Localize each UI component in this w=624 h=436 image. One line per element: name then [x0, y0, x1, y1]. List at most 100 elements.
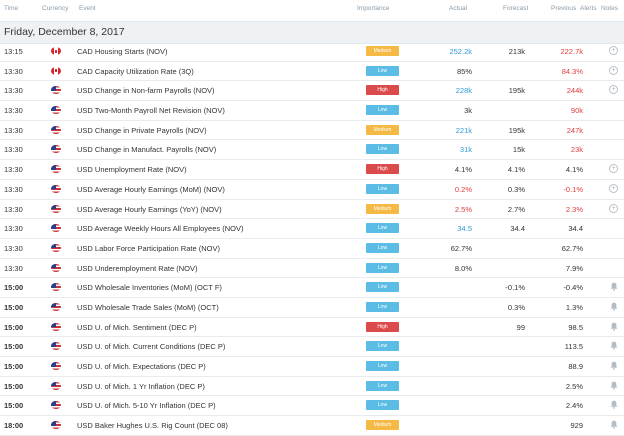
event-time: 15:00	[4, 401, 24, 411]
importance-badge: Low	[366, 341, 399, 352]
event-name[interactable]: USD Average Hourly Earnings (MoM) (NOV)	[77, 184, 225, 194]
header-time[interactable]: Time	[4, 5, 19, 12]
event-time: 13:30	[4, 125, 23, 135]
event-name[interactable]: USD Unemployment Rate (NOV)	[77, 165, 187, 175]
plus-circle-icon[interactable]: +	[609, 183, 618, 193]
table-row[interactable]: 13:30 USD Average Weekly Hours All Employ…	[0, 219, 624, 239]
table-row[interactable]: 13:30 USD Change in Non-farm Payrolls (NO…	[0, 81, 624, 102]
us-flag-icon	[51, 145, 61, 154]
event-name[interactable]: USD U. of Mich. Sentiment (DEC P)	[77, 322, 197, 332]
actual-value: 252.2k	[449, 47, 472, 56]
table-row[interactable]: 13:30 USD Average Hourly Earnings (MoM) (…	[0, 180, 624, 200]
actual-value: 4.1%	[454, 165, 472, 175]
header-alerts[interactable]: Alerts	[580, 5, 597, 12]
importance-badge: Medium	[366, 420, 399, 431]
actual-value: 34.5	[457, 224, 472, 234]
importance-badge: Low	[366, 301, 399, 312]
previous-value: 929	[570, 421, 583, 431]
bell-icon[interactable]	[609, 361, 618, 370]
forecast-value: 2.7%	[507, 204, 525, 214]
plus-circle-icon[interactable]: +	[609, 164, 618, 174]
event-name[interactable]: USD Wholesale Inventories (MoM) (OCT F)	[77, 283, 222, 293]
event-name[interactable]: USD Average Weekly Hours All Employees (…	[77, 224, 244, 234]
table-row[interactable]: 13:30 USD Two-Month Payroll Net Revision …	[0, 101, 624, 121]
event-name[interactable]: USD U. of Mich. Current Conditions (DEC …	[77, 342, 226, 352]
event-name[interactable]: USD Change in Non-farm Payrolls (NOV)	[77, 86, 215, 96]
event-time: 13:30	[4, 184, 23, 194]
us-flag-icon	[51, 86, 61, 95]
bell-icon[interactable]	[609, 420, 618, 429]
header-importance[interactable]: Importance	[357, 5, 390, 12]
forecast-value: 4.1%	[507, 165, 525, 175]
table-row[interactable]: 13:30 USD Underemployment Rate (NOV) Low 8.…	[0, 259, 624, 279]
table-row[interactable]: 13:30 USD Average Hourly Earnings (YoY) (…	[0, 200, 624, 220]
table-row[interactable]: 13:30 USD Unemployment Rate (NOV) High 4.1%…	[0, 160, 624, 180]
table-row[interactable]: 15:00 USD U. of Mich. 5-10 Yr Inflation (…	[0, 396, 624, 417]
event-name[interactable]: USD Change in Private Payrolls (NOV)	[77, 125, 207, 135]
canada-flag-icon	[51, 66, 61, 75]
table-row[interactable]: 13:30 CAD Capacity Utilization Rate (3Q) L…	[0, 62, 624, 82]
us-flag-icon	[51, 302, 61, 311]
table-row[interactable]: 13:15 CAD Housing Starts (NOV) Medium 252.2…	[0, 42, 624, 62]
event-name[interactable]: USD Underemployment Rate (NOV)	[77, 263, 198, 273]
plus-circle-icon[interactable]: +	[609, 85, 618, 95]
header-notes[interactable]: Notes	[601, 5, 618, 12]
header-forecast[interactable]: Forecast	[503, 5, 529, 12]
table-row[interactable]: 15:00 USD U. of Mich. 1 Yr Inflation (DEC…	[0, 377, 624, 397]
actual-value: 31k	[459, 145, 472, 155]
event-name[interactable]: USD U. of Mich. 1 Yr Inflation (DEC P)	[77, 381, 205, 391]
previous-value: -0.4%	[563, 283, 583, 293]
plus-circle-icon[interactable]: +	[609, 46, 618, 55]
events-table-body: 13:15 CAD Housing Starts (NOV) Medium 252.2…	[0, 42, 624, 436]
event-name[interactable]: USD Baker Hughes U.S. Rig Count (DEC 08)	[77, 421, 228, 431]
plus-circle-icon[interactable]: +	[609, 65, 618, 75]
event-time: 13:30	[4, 106, 23, 116]
event-name[interactable]: USD Two-Month Payroll Net Revision (NOV)	[77, 106, 225, 116]
previous-value: 244k	[566, 86, 583, 96]
importance-badge: Low	[366, 262, 399, 273]
event-name[interactable]: CAD Housing Starts (NOV)	[77, 47, 168, 56]
event-name[interactable]: USD Average Hourly Earnings (YoY) (NOV)	[77, 204, 222, 214]
bell-icon[interactable]	[609, 381, 618, 390]
event-time: 13:30	[4, 86, 23, 96]
us-flag-icon	[51, 283, 61, 292]
table-row[interactable]: 13:30 USD Change in Manufact. Payrolls (N…	[0, 140, 624, 161]
header-actual[interactable]: Actual	[449, 5, 468, 12]
importance-badge: Low	[366, 400, 399, 411]
table-row[interactable]: 15:00 USD Wholesale Inventories (MoM) (OC…	[0, 278, 624, 298]
header-event[interactable]: Event	[79, 5, 96, 12]
bell-icon[interactable]	[609, 400, 618, 410]
plus-circle-icon[interactable]: +	[609, 203, 618, 213]
event-time: 13:30	[4, 224, 23, 234]
event-name[interactable]: USD Labor Force Participation Rate (NOV)	[77, 243, 220, 253]
date-label: Friday, December 8, 2017	[4, 26, 125, 38]
table-row[interactable]: 13:30 USD Labor Force Participation Rate …	[0, 239, 624, 259]
event-name[interactable]: USD Wholesale Trade Sales (MoM) (OCT)	[77, 302, 219, 312]
event-time: 15:00	[4, 342, 24, 352]
bell-icon[interactable]	[609, 302, 618, 311]
table-row[interactable]: 15:00 USD U. of Mich. Expectations (DEC P…	[0, 357, 624, 377]
us-flag-icon	[51, 125, 61, 134]
event-name[interactable]: USD U. of Mich. 5-10 Yr Inflation (DEC P…	[77, 401, 216, 411]
actual-value: 3k	[464, 106, 472, 116]
importance-badge: Low	[366, 105, 399, 116]
table-row[interactable]: 15:00 USD Wholesale Trade Sales (MoM) (OC…	[0, 298, 624, 318]
previous-value: 4.1%	[565, 165, 583, 175]
header-currency[interactable]: Currency	[42, 5, 69, 12]
event-name[interactable]: USD U. of Mich. Expectations (DEC P)	[77, 362, 206, 371]
bell-icon[interactable]	[609, 322, 618, 331]
event-name[interactable]: USD Change in Manufact. Payrolls (NOV)	[77, 145, 217, 155]
actual-value: 2.5%	[454, 204, 472, 214]
event-time: 13:30	[4, 165, 23, 175]
actual-value: 85%	[456, 66, 472, 76]
header-previous[interactable]: Previous	[551, 5, 577, 12]
table-row[interactable]: 18:00 USD Baker Hughes U.S. Rig Count (DE…	[0, 416, 624, 436]
us-flag-icon	[51, 362, 61, 370]
table-row[interactable]: 13:30 USD Change in Private Payrolls (NOV…	[0, 121, 624, 141]
table-row[interactable]: 15:00 USD U. of Mich. Current Conditions …	[0, 337, 624, 357]
event-name[interactable]: CAD Capacity Utilization Rate (3Q)	[77, 66, 194, 76]
bell-icon[interactable]	[609, 282, 618, 292]
table-row[interactable]: 15:00 USD U. of Mich. Sentiment (DEC P) Hi…	[0, 318, 624, 338]
forecast-value: 0.3%	[507, 302, 525, 312]
bell-icon[interactable]	[609, 341, 618, 351]
